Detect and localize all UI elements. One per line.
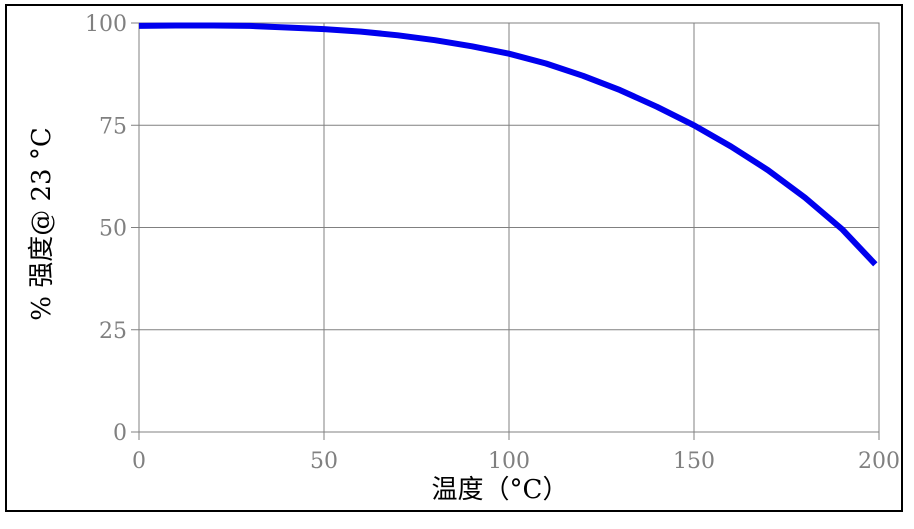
y-tick-label: 75: [99, 114, 127, 139]
x-axis-label: 温度（°C）: [432, 475, 569, 505]
chart-frame: [5, 4, 903, 512]
y-tick-label: 25: [99, 319, 127, 344]
y-axis-label: % 强度@ 23 °C: [27, 127, 57, 320]
tick-labels: 0 50 100 150 200 0 25 50 75 100: [85, 12, 900, 474]
y-tick-label: 50: [99, 217, 127, 242]
grid-lines: [131, 22, 880, 440]
x-tick-label: 150: [673, 449, 715, 474]
y-tick-label: 100: [85, 12, 127, 37]
series-line: [138, 22, 878, 267]
x-tick-label: 0: [132, 449, 146, 474]
series-layer: [138, 22, 878, 267]
x-tick-label: 50: [310, 449, 338, 474]
x-tick-label: 100: [488, 449, 530, 474]
y-tick-label: 0: [113, 421, 127, 446]
x-tick-label: 200: [858, 449, 900, 474]
